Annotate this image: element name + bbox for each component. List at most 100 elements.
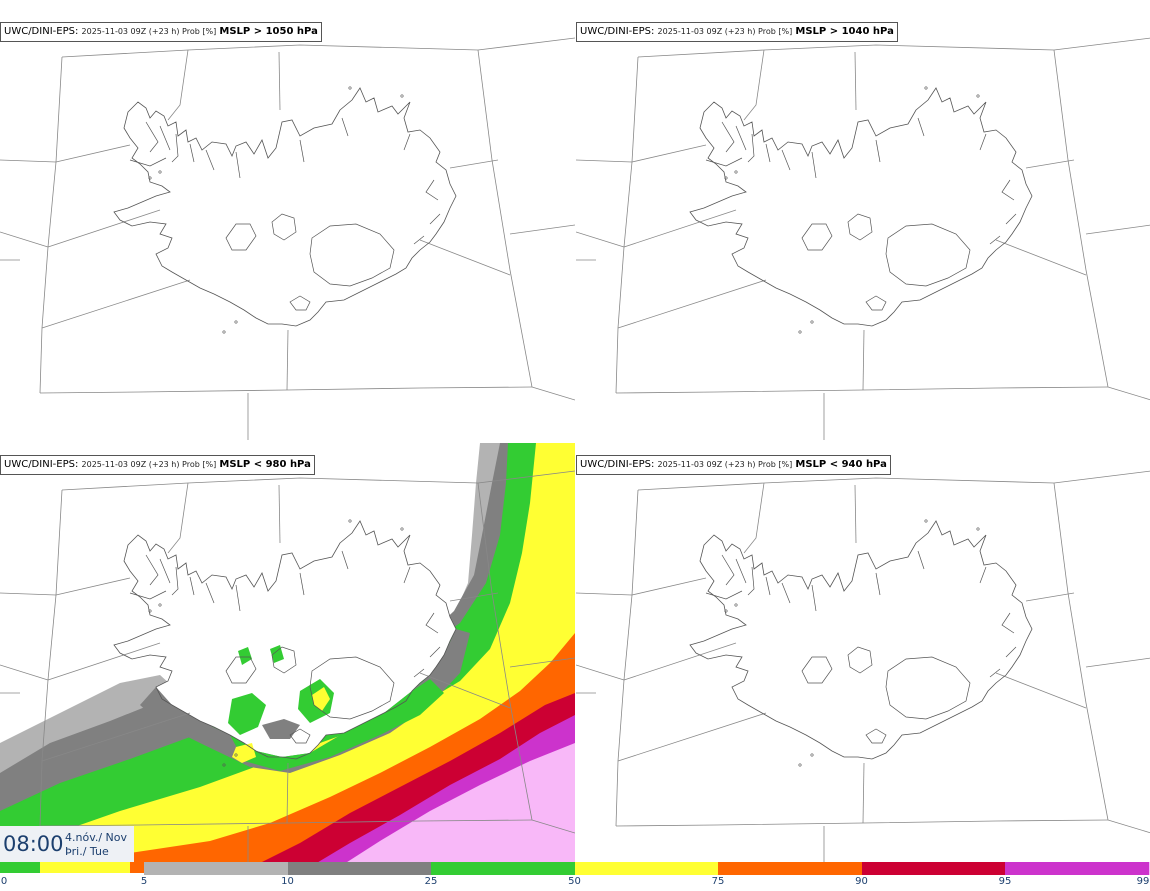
map-panel-3: UWC/DINI-EPS: 2025-11-03 09Z (+23 h) Pro…	[0, 443, 575, 873]
colorbar-tick-label: 25	[424, 876, 438, 887]
island-4	[400, 527, 404, 531]
valid-date-line1: 4.nóv./ Nov	[65, 831, 128, 844]
run-meta: 2025-11-03 09Z (+23 h) Prob [%]	[657, 460, 793, 469]
land-probability-blob-1	[228, 693, 266, 735]
fjord-12	[413, 668, 425, 678]
region-border-10	[278, 51, 281, 111]
fjord-4	[765, 576, 771, 596]
panel-title: UWC/DINI-EPS: 2025-11-03 09Z (+23 h) Pro…	[576, 22, 898, 42]
iceland-map	[0, 37, 575, 440]
region-border-1	[61, 477, 479, 491]
probability-band-8	[330, 743, 575, 873]
island-4	[976, 94, 980, 98]
region-border-7	[39, 386, 533, 394]
region-border-4	[0, 592, 57, 596]
model-name: UWC/DINI-EPS	[4, 26, 75, 37]
fjord-10	[425, 179, 439, 201]
separator: :	[650, 26, 658, 37]
region-border-14	[419, 239, 511, 276]
fjord-8	[917, 117, 925, 137]
fjord-10	[1001, 612, 1015, 634]
region-border-17	[862, 329, 865, 391]
colorbar-swatch-5	[718, 862, 862, 875]
land-probability-blob-6	[238, 647, 252, 665]
region-border-18	[1107, 386, 1150, 401]
run-meta: 2025-11-03 09Z (+23 h) Prob [%]	[81, 460, 217, 469]
separator: :	[74, 459, 82, 470]
island-2	[222, 763, 226, 767]
glacier-outline-2	[271, 213, 297, 241]
island-1	[810, 753, 814, 757]
glacier-outline-4	[865, 295, 887, 311]
island-3	[348, 519, 352, 523]
region-border-17	[286, 329, 289, 391]
land-probability-blob-8	[300, 739, 312, 751]
region-border-12	[1025, 159, 1075, 169]
fjord-1	[145, 554, 159, 586]
colorbar-tick-label: 5	[140, 876, 148, 887]
region-border-4	[576, 159, 633, 163]
colorbar-tick-label: 10	[281, 876, 294, 887]
region-border-16	[617, 712, 767, 762]
fjord-6	[811, 151, 817, 179]
region-border-4	[576, 592, 633, 596]
island-3	[348, 86, 352, 90]
fjord-7	[299, 572, 305, 596]
colorbar-tick-label: 75	[711, 876, 725, 887]
island-6	[724, 609, 728, 613]
panel-title: UWC/DINI-EPS: 2025-11-03 09Z (+23 h) Pro…	[576, 455, 891, 475]
region-border-9	[743, 482, 765, 554]
colorbar-tick-label: 90	[855, 876, 868, 887]
glacier-outline-2	[271, 646, 297, 674]
iceland-map	[576, 37, 1150, 440]
region-border-16	[41, 712, 191, 762]
fjord-1	[721, 554, 735, 586]
region-border-18	[531, 386, 575, 401]
fjord-4	[189, 143, 195, 163]
threshold-label: MSLP < 980 hPa	[219, 459, 311, 470]
fjord-2	[159, 125, 171, 151]
fjord-4	[189, 576, 195, 596]
island-6	[148, 176, 152, 180]
fjord-3	[747, 566, 755, 596]
region-border-16	[617, 279, 767, 329]
region-border-2	[477, 37, 575, 51]
region-border-12	[449, 592, 499, 602]
region-border-13	[1085, 224, 1150, 235]
fjord-2	[159, 558, 171, 584]
region-border-15	[623, 642, 737, 681]
fjord-10	[425, 612, 439, 634]
colorbar-swatch-3	[431, 862, 575, 875]
region-border-1	[637, 477, 1055, 491]
threshold-label: MSLP < 940 hPa	[795, 459, 887, 470]
map-panel-4: UWC/DINI-EPS: 2025-11-03 09Z (+23 h) Pro…	[576, 443, 1150, 873]
model-name: UWC/DINI-EPS	[580, 26, 651, 37]
threshold-label: MSLP > 1050 hPa	[219, 26, 318, 37]
fjord-5	[205, 582, 215, 604]
fjord-8	[341, 550, 349, 570]
fjord-8	[341, 117, 349, 137]
glacier-outline-2	[847, 646, 873, 674]
colorbar-swatch-6	[861, 862, 1005, 875]
island-4	[976, 527, 980, 531]
glacier-outline-1	[225, 656, 257, 684]
fjord-7	[299, 139, 305, 163]
colorbar-tick-label: 0	[0, 876, 8, 887]
model-name: UWC/DINI-EPS	[4, 459, 75, 470]
region-border-12	[449, 159, 499, 169]
valid-date-line2: Þri./ Tue	[65, 845, 109, 858]
glacier-outline-3	[885, 656, 971, 720]
panel-title: UWC/DINI-EPS: 2025-11-03 09Z (+23 h) Pro…	[0, 455, 315, 475]
region-border-11	[631, 144, 707, 163]
region-border-11	[631, 577, 707, 596]
glacier-outline-3	[309, 656, 395, 720]
island-5	[158, 170, 162, 174]
iceland-map	[0, 443, 575, 873]
fjord-12	[989, 235, 1001, 245]
iceland-map	[576, 470, 1150, 873]
fjord-12	[413, 235, 425, 245]
region-border-18	[1107, 819, 1150, 834]
glacier-outline-1	[801, 223, 833, 251]
region-border-12	[1025, 592, 1075, 602]
fjord-1	[145, 121, 159, 153]
